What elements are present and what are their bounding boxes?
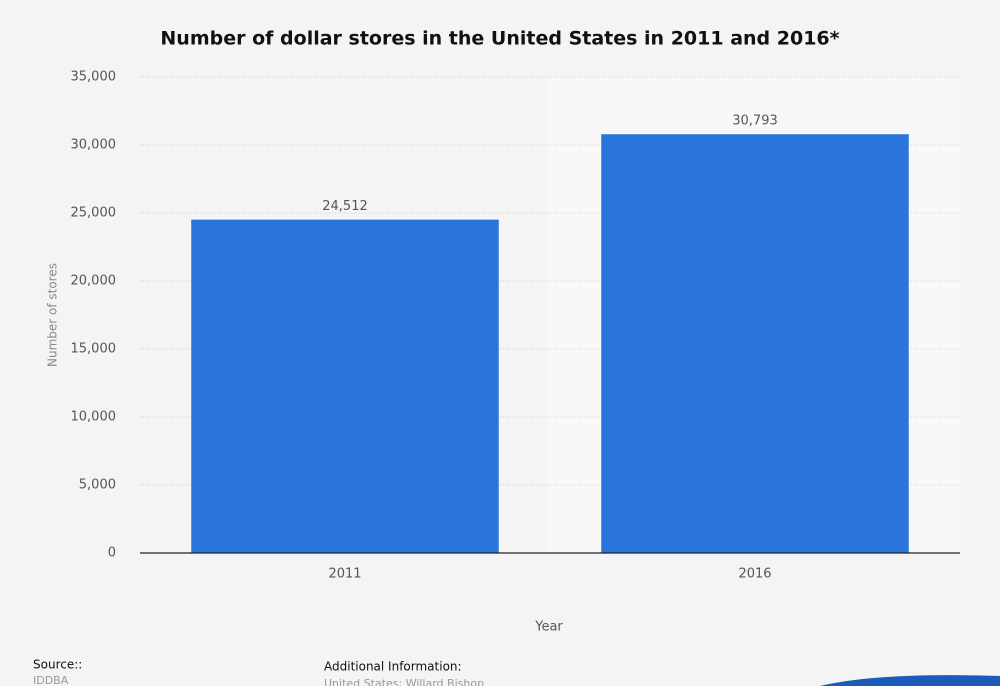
y-tick-label: 0	[108, 546, 116, 561]
value-label: 24,512	[322, 199, 368, 214]
bar	[601, 134, 909, 553]
bar	[191, 219, 499, 554]
y-axis-label: Number of stores	[46, 263, 60, 367]
y-tick-label: 25,000	[71, 206, 117, 221]
y-tick-label: 35,000	[71, 70, 117, 85]
chart-title: Number of dollar stores in the United St…	[160, 28, 839, 50]
info: United States; Willard Bishop	[324, 677, 484, 686]
y-tick-label: 5,000	[79, 478, 116, 493]
x-axis-label: Year	[534, 620, 563, 635]
y-tick-label: 15,000	[71, 342, 117, 357]
x-tick-label: 2016	[738, 567, 771, 582]
source-label: Source::	[33, 658, 82, 672]
source: IDDBA	[33, 674, 69, 686]
info-label: Additional Information:	[324, 660, 462, 674]
y-tick-label: 20,000	[71, 274, 117, 289]
decoration	[820, 675, 1000, 686]
y-tick-label: 30,000	[71, 138, 117, 153]
y-tick-label: 10,000	[71, 410, 117, 425]
x-tick-label: 2011	[328, 567, 361, 582]
value-label: 30,793	[732, 114, 778, 129]
